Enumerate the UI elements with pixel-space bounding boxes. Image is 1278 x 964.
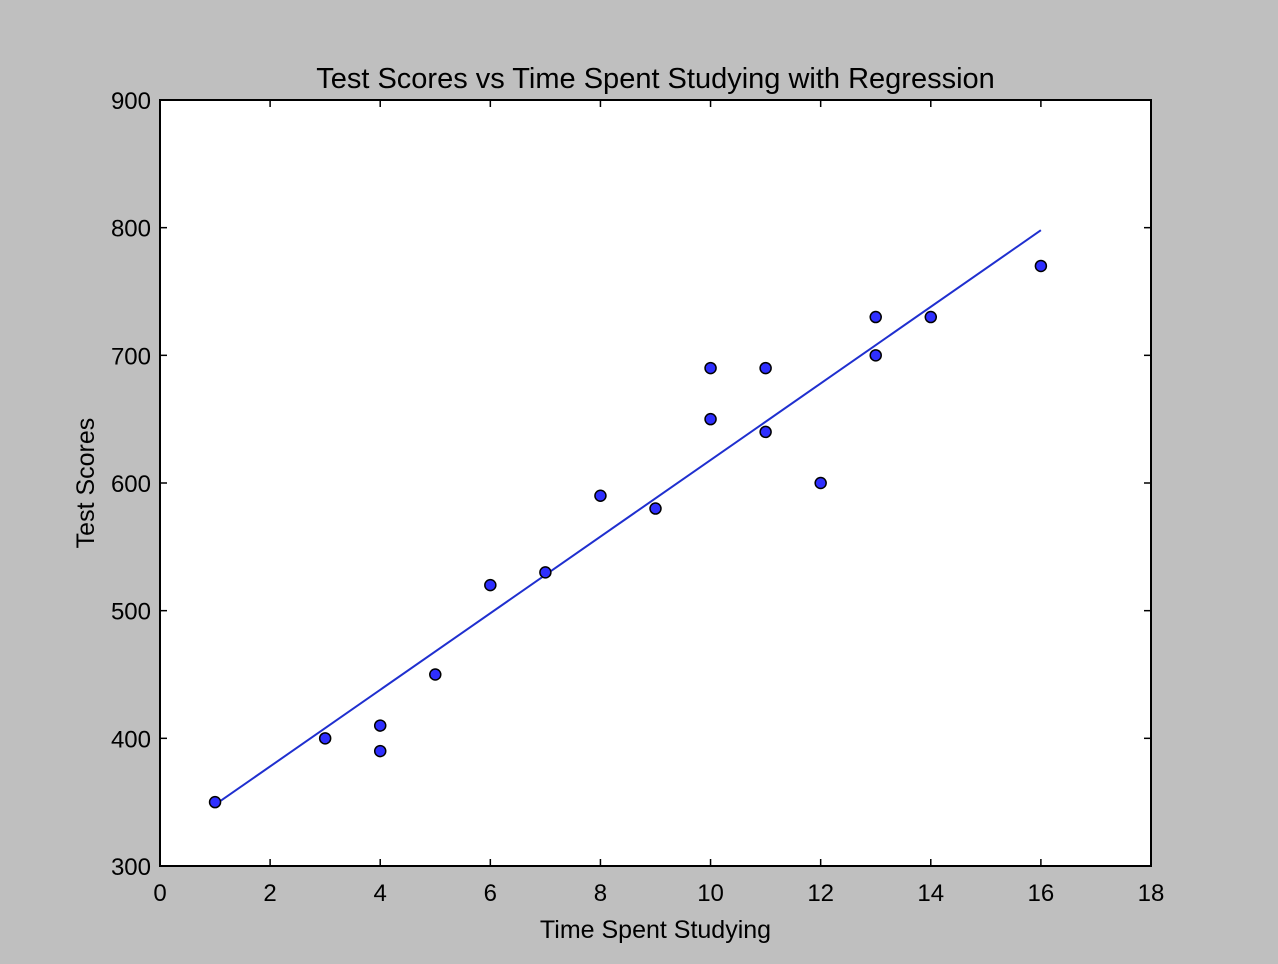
y-tick-label: 300 (111, 854, 151, 881)
x-tick-label: 2 (263, 880, 276, 907)
data-point (869, 349, 882, 362)
data-point (814, 476, 827, 490)
ticks-layer (159, 99, 1152, 867)
data-point (318, 732, 332, 745)
plot-area (160, 100, 1151, 866)
y-tick-label: 900 (111, 88, 151, 115)
data-point (484, 578, 497, 592)
data-point (869, 310, 882, 324)
y-tick-label: 700 (111, 343, 151, 370)
plot-frame (159, 99, 1152, 867)
x-axis-label: Time Spent Studying (540, 916, 771, 944)
regression-line-layer (214, 229, 1042, 806)
data-point (704, 361, 717, 375)
data-point (373, 719, 387, 732)
data-point (924, 310, 938, 324)
x-tick-label: 14 (917, 880, 944, 907)
y-tick-labels: 300 400 500 600 700 800 900 (111, 88, 151, 881)
x-tick-label: 10 (697, 880, 724, 907)
x-tick-label: 18 (1138, 880, 1165, 907)
x-tick-labels: 0 2 4 6 8 10 12 14 16 18 (153, 880, 1164, 907)
data-point (649, 502, 662, 515)
data-point (539, 566, 552, 579)
data-point (208, 795, 222, 809)
data-point (759, 425, 772, 439)
data-point (759, 361, 772, 375)
data-point (429, 668, 442, 681)
y-tick-label: 800 (111, 216, 151, 243)
x-tick-label: 16 (1028, 880, 1055, 907)
y-tick-label: 500 (111, 599, 151, 626)
x-tick-label: 0 (153, 880, 166, 907)
y-axis-label: Test Scores (72, 418, 100, 549)
points-layer (208, 259, 1048, 809)
chart-title: Test Scores vs Time Spent Studying with … (316, 63, 995, 95)
x-tick-label: 6 (484, 880, 497, 907)
x-tick-label: 12 (807, 880, 834, 907)
data-point (1034, 259, 1048, 273)
regression-line (214, 229, 1042, 806)
x-tick-label: 8 (594, 880, 607, 907)
y-tick-label: 600 (111, 471, 151, 498)
data-point (373, 744, 387, 758)
x-tick-label: 4 (374, 880, 387, 907)
y-tick-label: 400 (111, 726, 151, 753)
data-point (594, 489, 607, 503)
data-point (704, 412, 717, 426)
